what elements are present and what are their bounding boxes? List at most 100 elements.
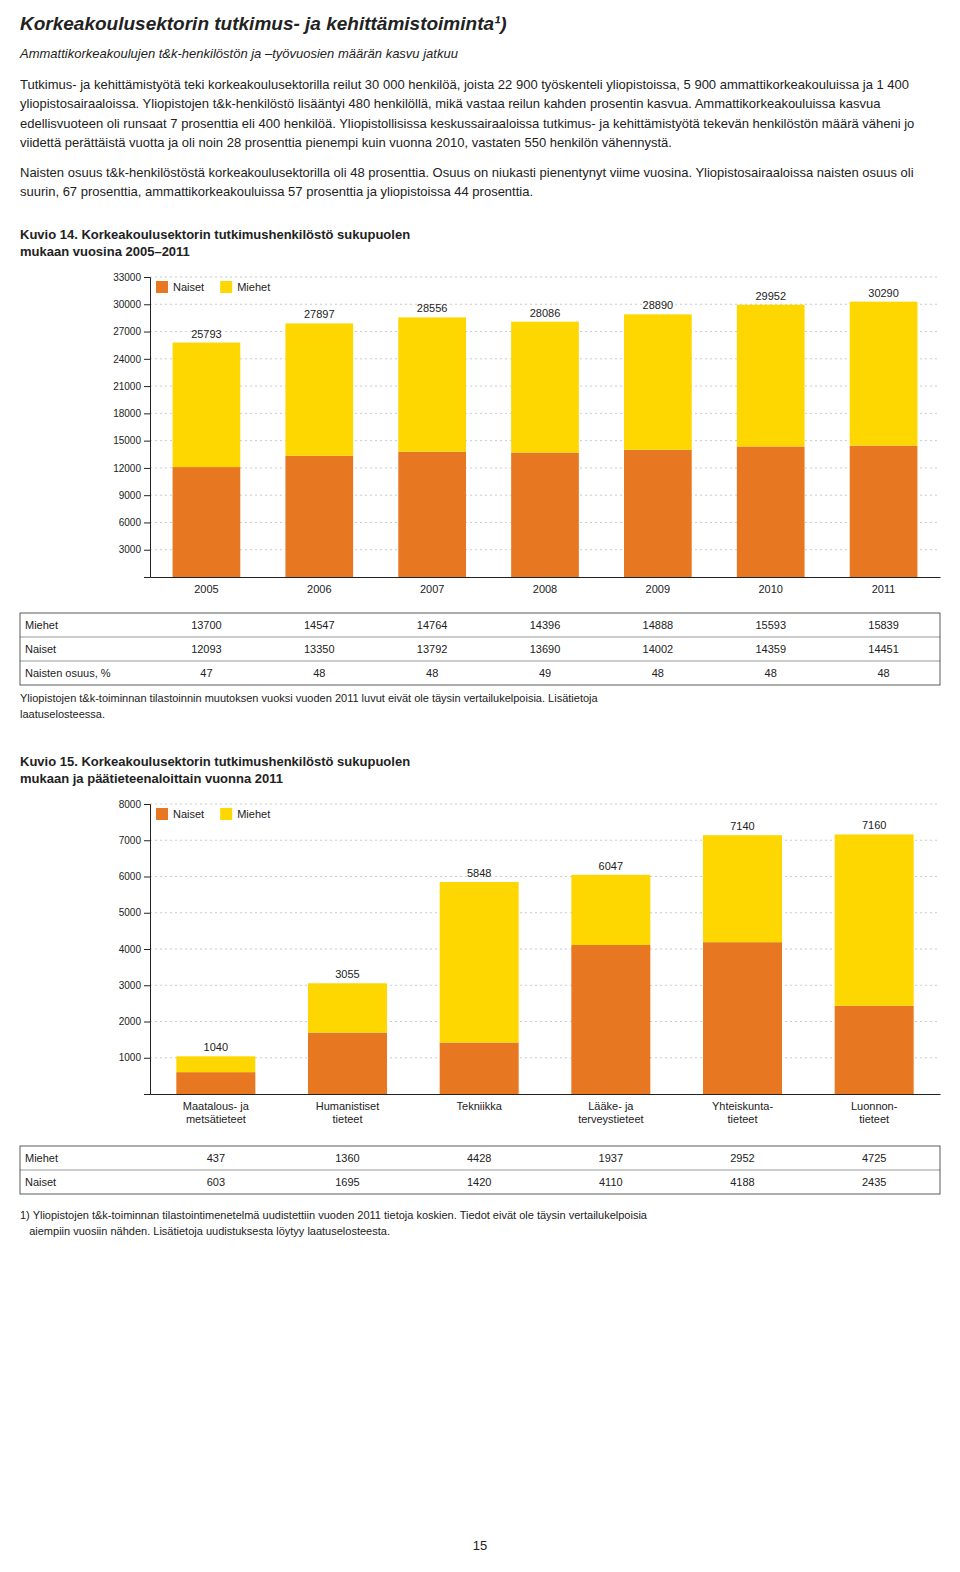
legend-label: Miehet <box>237 281 270 293</box>
y-tick: 3000 <box>119 544 150 555</box>
table-cell: 4188 <box>730 1176 754 1188</box>
x-tick-label: 2010 <box>758 583 782 595</box>
x-tick: Luonnon-tieteet <box>851 1100 898 1125</box>
bar <box>398 317 466 451</box>
total-label: 27897 <box>304 308 335 320</box>
table-cell: 15839 <box>868 619 899 631</box>
table-cell: 603 <box>207 1176 225 1188</box>
table-row-label: Miehet <box>25 1152 58 1164</box>
x-tick-label-line: Tekniikka <box>457 1100 503 1112</box>
total-label: 28086 <box>530 307 561 319</box>
table-cell: 48 <box>652 667 664 679</box>
x-tick-label: 2008 <box>533 583 557 595</box>
table-cell: 48 <box>313 667 325 679</box>
bar <box>176 1072 255 1094</box>
table-cell: 14547 <box>304 619 335 631</box>
y-tick-line <box>144 277 150 278</box>
y-tick-label: 12000 <box>113 463 141 474</box>
bar <box>285 323 353 455</box>
y-tick: 4000 <box>119 944 150 955</box>
table-cell: 13690 <box>530 643 561 655</box>
bar <box>571 945 650 1094</box>
y-tick: 3000 <box>119 980 150 991</box>
legend-item: Naiset <box>156 808 204 820</box>
x-tick: Tekniikka <box>457 1100 503 1112</box>
y-tick-label: 5000 <box>119 907 142 918</box>
bar <box>511 322 579 453</box>
y-tick: 24000 <box>113 353 150 364</box>
y-tick: 1000 <box>119 1052 150 1063</box>
table-cell: 2952 <box>730 1152 754 1164</box>
x-tick-label: 2006 <box>307 583 331 595</box>
footnote: 1) Yliopistojen t&k-toiminnan tilastoint… <box>20 1208 940 1240</box>
x-tick-label-line: Lääke- ja <box>588 1100 634 1112</box>
table-border <box>20 1146 940 1194</box>
bar <box>624 314 692 449</box>
x-tick-label-line: Luonnon- <box>851 1100 898 1112</box>
table-cell: 48 <box>765 667 777 679</box>
bars <box>173 302 918 577</box>
y-tick-label: 6000 <box>119 517 142 528</box>
table-cell: 13350 <box>304 643 335 655</box>
y-tick: 21000 <box>113 381 150 392</box>
grid-line <box>150 985 940 986</box>
bar <box>176 1056 255 1072</box>
chart-1: 1040305558486047714071601000200030004000… <box>0 794 960 1198</box>
x-tick-label-line: Humanistiset <box>316 1100 380 1112</box>
table-row-label: Naiset <box>25 643 56 655</box>
grid-line <box>150 1057 940 1058</box>
y-axis-line <box>144 804 151 1094</box>
y-tick-line <box>144 1021 150 1022</box>
y-axis-line <box>144 277 151 577</box>
table-cell: 15593 <box>755 619 786 631</box>
grid-line <box>150 304 940 305</box>
chart-title: Kuvio 15. Korkeakoulusektorin tutkimushe… <box>20 753 940 788</box>
y-tick-line <box>144 332 150 333</box>
x-tick-label-line: 2007 <box>420 583 444 595</box>
table-cell: 1695 <box>335 1176 359 1188</box>
bar <box>835 1006 914 1094</box>
total-label: 25793 <box>191 327 222 339</box>
page: Korkeakoulusektorin tutkimus- ja kehittä… <box>0 0 960 1240</box>
legend-item: Miehet <box>220 808 270 820</box>
bar <box>440 882 519 1043</box>
legend-swatch <box>220 808 232 820</box>
bar <box>737 446 805 577</box>
x-tick-label-line: 2005 <box>194 583 218 595</box>
total-label: 30290 <box>868 287 899 299</box>
page-number: 15 <box>0 1538 960 1553</box>
x-tick-label: Yhteiskunta-tieteet <box>712 1100 773 1125</box>
table-cell: 14002 <box>643 643 674 655</box>
y-tick-line <box>144 468 150 469</box>
y-tick-label: 27000 <box>113 326 141 337</box>
y-tick: 12000 <box>113 463 150 474</box>
y-tick: 7000 <box>119 835 150 846</box>
bar <box>703 942 782 1094</box>
total-labels: 25793278972855628086288902995230290 <box>191 287 899 340</box>
grid-line <box>150 276 940 277</box>
total-label: 5848 <box>467 867 491 879</box>
table-cell: 2435 <box>862 1176 886 1188</box>
x-tick: Maatalous- jametsätieteet <box>183 1100 250 1125</box>
table-border <box>20 613 940 685</box>
y-tick-label: 6000 <box>119 871 142 882</box>
table-cell: 48 <box>877 667 889 679</box>
grid-line <box>150 948 940 949</box>
table-cell: 13700 <box>191 619 222 631</box>
table-row-label: Naisten osuus, % <box>25 667 111 679</box>
x-tick-label-line: tieteet <box>333 1113 363 1125</box>
chart-0: 2579327897285562808628890299523029030006… <box>0 267 960 689</box>
chart-footnote: Yliopistojen t&k-toiminnan tilastoinnin … <box>20 691 940 723</box>
bar <box>737 305 805 447</box>
legend-item: Miehet <box>220 281 270 293</box>
y-tick-line <box>144 495 150 496</box>
y-tick: 5000 <box>119 907 150 918</box>
legend-label: Naiset <box>173 281 204 293</box>
y-tick-line <box>144 441 150 442</box>
legend-label: Naiset <box>173 808 204 820</box>
y-tick-label: 21000 <box>113 381 141 392</box>
data-table: Miehet43713604428193729524725Naiset60316… <box>20 1146 940 1194</box>
x-tick-label: Maatalous- jametsätieteet <box>183 1100 250 1125</box>
x-tick-label-line: 2011 <box>872 583 896 595</box>
y-tick-label: 8000 <box>119 799 142 810</box>
